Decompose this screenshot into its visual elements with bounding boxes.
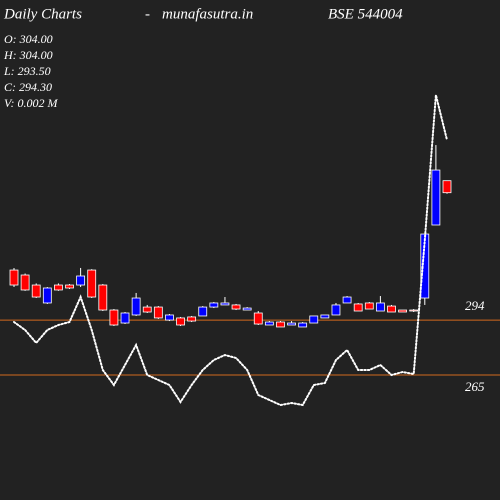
candle-body [9,269,19,286]
candle-body [131,297,141,316]
candle-body [331,304,341,316]
candle-body [142,306,152,313]
candle-body [364,302,374,310]
separator: - [145,6,150,22]
candle-body [309,315,319,324]
candle-body [431,169,441,226]
candle-body [31,284,41,298]
candle-body [409,309,419,312]
candle-body [353,303,363,312]
candle-body [165,314,174,321]
candle-body [20,274,30,291]
ohlc-label: O: 304.00 [4,32,53,46]
reference-label: 265 [465,379,485,394]
ohlc-label: L: 293.50 [3,64,51,78]
candle-body [398,309,407,313]
candle-body [198,306,208,317]
candle-body [65,284,74,289]
site: munafasutra.in [162,6,253,22]
candle-body [287,322,296,326]
candle-body [231,304,241,310]
candle-body [120,312,130,324]
candle-body [54,284,63,291]
candle-body [253,312,263,325]
symbol: BSE 544004 [328,6,403,22]
indicator-line [13,94,448,407]
candle-body [342,296,352,304]
candle-body [387,305,396,313]
candle-body [375,302,385,312]
candle-body [153,306,163,319]
ohlc-label: V: 0.002 M [4,96,59,110]
candle-body [176,317,185,326]
chart-title: Daily Charts [3,6,82,22]
reference-label: 294 [465,298,485,313]
ohlc-label: C: 294.30 [4,80,52,94]
candle-body [220,302,230,306]
candle-body [276,321,285,328]
candle-body [320,314,330,319]
candle-body [264,321,274,326]
candle-body [87,269,97,298]
candle-body [76,275,86,286]
candle-body [98,284,108,311]
candle-body [298,322,308,328]
candle-body [42,287,52,304]
candle-body [242,307,252,311]
candle-body [442,180,452,194]
candle-body [187,316,197,322]
ohlc-label: H: 304.00 [3,48,53,62]
candle-body [109,309,119,326]
candle-body [209,302,219,308]
